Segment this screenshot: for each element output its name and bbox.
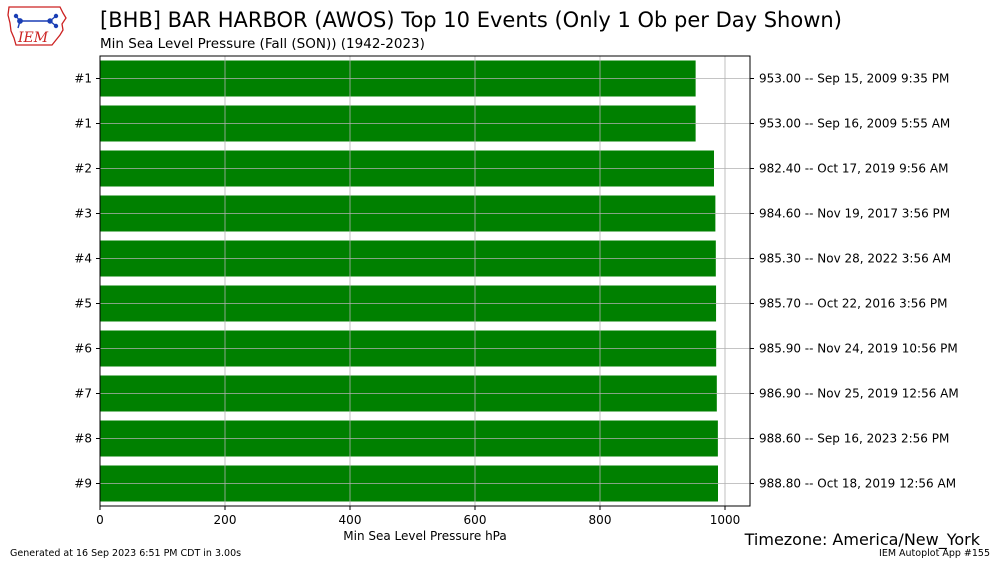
rank-label: #3 [74, 207, 92, 221]
event-label: 985.90 -- Nov 24, 2019 10:56 PM [759, 342, 958, 356]
generated-note: Generated at 16 Sep 2023 6:51 PM CDT in … [10, 548, 242, 559]
timezone-label: Timezone: America/New_York [744, 530, 980, 549]
chart-subtitle: Min Sea Level Pressure (Fall (SON)) (194… [100, 36, 425, 52]
x-tick-label: 400 [339, 513, 362, 527]
rank-label: #6 [74, 342, 92, 356]
rank-label: #4 [74, 252, 92, 266]
rank-label: #5 [74, 297, 92, 311]
rank-label: #1 [74, 72, 92, 86]
x-tick-label: 200 [214, 513, 237, 527]
event-label: 985.70 -- Oct 22, 2016 3:56 PM [759, 297, 947, 311]
event-label: 988.80 -- Oct 18, 2019 12:56 AM [759, 477, 956, 491]
event-label: 988.60 -- Sep 16, 2023 2:56 PM [759, 432, 949, 446]
rank-label: #1 [74, 117, 92, 131]
iowa-outline [7, 6, 67, 46]
x-axis-label: Min Sea Level Pressure hPa [343, 529, 506, 543]
event-label: 953.00 -- Sep 16, 2009 5:55 AM [759, 117, 950, 131]
plot-frame [99, 55, 751, 507]
x-tick-label: 600 [464, 513, 487, 527]
app-note: IEM Autoplot App #155 [879, 548, 990, 559]
event-label: 986.90 -- Nov 25, 2019 12:56 AM [759, 387, 959, 401]
x-tick-label: 800 [589, 513, 612, 527]
x-tick-label: 0 [96, 513, 104, 527]
x-tick-label: 1000 [710, 513, 741, 527]
iem-logo: IEM [7, 6, 67, 46]
event-label: 984.60 -- Nov 19, 2017 3:56 PM [759, 207, 950, 221]
rank-label: #9 [74, 477, 92, 491]
event-label: 985.30 -- Nov 28, 2022 3:56 AM [759, 252, 951, 266]
logo-text: IEM [17, 30, 49, 46]
rank-label: #2 [74, 162, 92, 176]
chart-title: [BHB] BAR HARBOR (AWOS) Top 10 Events (O… [100, 8, 842, 32]
event-label: 982.40 -- Oct 17, 2019 9:56 AM [759, 162, 948, 176]
event-label: 953.00 -- Sep 15, 2009 9:35 PM [759, 72, 949, 86]
network-icon [13, 13, 59, 29]
rank-label: #8 [74, 432, 92, 446]
rank-label: #7 [74, 387, 92, 401]
